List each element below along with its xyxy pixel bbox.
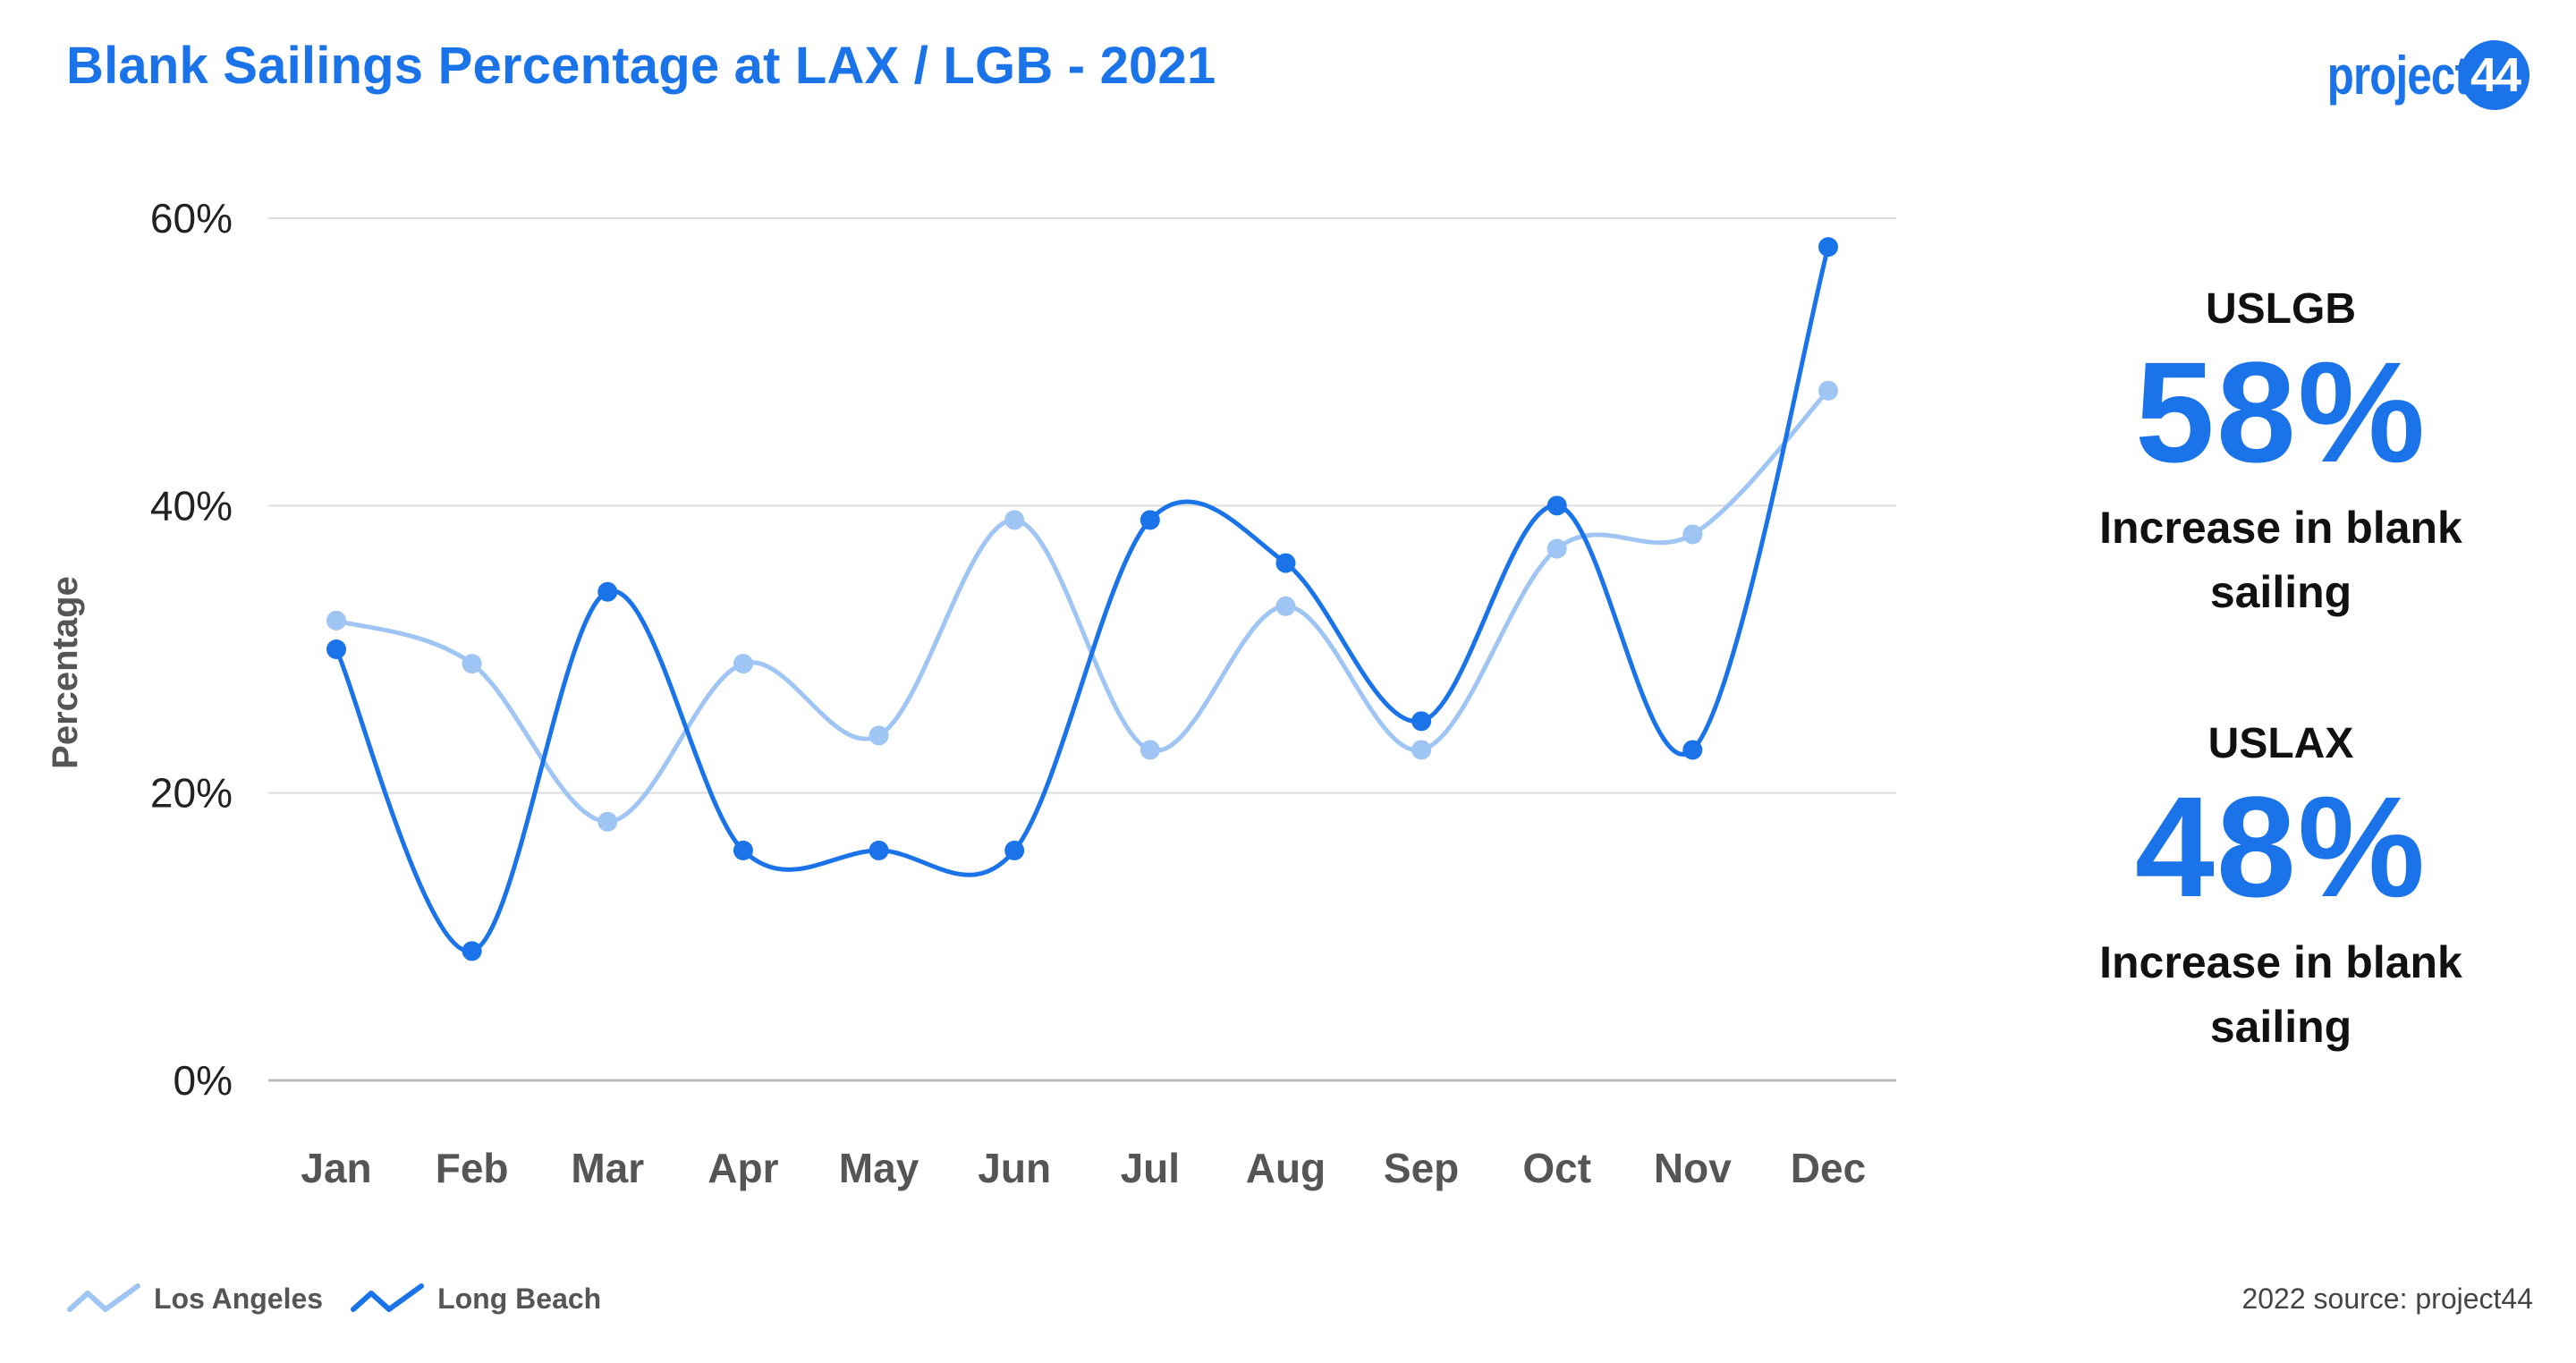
data-point-aug[interactable]	[1275, 553, 1296, 573]
stat-caption: Increase in blank sailing	[2099, 937, 2462, 1052]
x-tick-label: Nov	[1654, 1145, 1732, 1191]
x-tick-label: Mar	[571, 1145, 644, 1191]
data-point-may[interactable]	[869, 725, 889, 746]
data-point-apr[interactable]	[733, 840, 753, 860]
x-tick-label: Feb	[436, 1145, 509, 1191]
y-axis-label: Percentage	[46, 576, 85, 769]
x-tick-label: Oct	[1522, 1145, 1591, 1191]
chart-legend: Los Angeles Long Beach	[66, 1281, 628, 1316]
project44-logo: project 44	[2296, 36, 2529, 114]
chart-series	[326, 237, 1838, 961]
chart-title: Blank Sailings Percentage at LAX / LGB -…	[66, 37, 1216, 95]
logo-text: project	[2326, 45, 2470, 106]
x-tick-label: May	[839, 1145, 919, 1191]
stat-caption: Increase in blank sailing	[2099, 503, 2462, 617]
x-tick-label: Sep	[1384, 1145, 1459, 1191]
legend-item-los-angeles[interactable]: Los Angeles	[66, 1281, 323, 1316]
series-line	[334, 388, 1831, 825]
data-point-dec[interactable]	[1818, 380, 1838, 401]
legend-label: Los Angeles	[154, 1282, 324, 1315]
data-point-jun[interactable]	[1004, 510, 1025, 530]
y-tick-label: 40%	[150, 482, 233, 529]
data-point-jan[interactable]	[326, 639, 346, 659]
data-point-may[interactable]	[869, 840, 889, 860]
data-point-oct[interactable]	[1546, 495, 1567, 516]
data-point-sep[interactable]	[1411, 740, 1432, 760]
logo-badge: 44	[2460, 40, 2529, 110]
data-point-mar[interactable]	[597, 581, 618, 602]
x-axis-ticks: Jan Feb Mar Apr May Jun Jul Aug Sep Oct Nov Dec	[301, 1145, 1866, 1191]
stat-value: 48%	[2134, 766, 2428, 927]
stat-code: USLGB	[2206, 285, 2356, 333]
data-point-oct[interactable]	[1546, 538, 1567, 559]
data-point-jul[interactable]	[1140, 740, 1160, 760]
legend-line-icon	[351, 1283, 425, 1312]
legend-line-icon	[67, 1283, 140, 1312]
stat-value: 58%	[2134, 332, 2428, 492]
y-tick-label: 20%	[150, 770, 233, 817]
series-los-angeles	[326, 380, 1838, 832]
x-tick-label: Jul	[1121, 1145, 1180, 1191]
data-point-dec[interactable]	[1818, 237, 1838, 258]
data-point-mar[interactable]	[597, 811, 618, 832]
data-point-aug[interactable]	[1275, 596, 1296, 616]
stat-uslax: USLAX 48% Increase in blank sailing	[2030, 717, 2531, 1059]
x-tick-label: Dec	[1791, 1145, 1866, 1191]
x-tick-label: Jan	[301, 1145, 371, 1191]
series-long-beach	[326, 237, 1838, 961]
x-tick-label: Aug	[1246, 1145, 1326, 1191]
data-point-jul[interactable]	[1140, 510, 1160, 530]
y-tick-label: 60%	[150, 195, 233, 241]
stat-code: USLAX	[2207, 720, 2354, 767]
y-axis-ticks: 0% 20% 40% 60%	[150, 195, 233, 1104]
stat-uslgb: USLGB 58% Increase in blank sailing	[2030, 283, 2531, 624]
legend-item-long-beach[interactable]: Long Beach	[350, 1281, 601, 1316]
x-tick-label: Jun	[978, 1145, 1051, 1191]
data-point-sep[interactable]	[1411, 711, 1432, 732]
x-tick-label: Apr	[708, 1145, 778, 1191]
series-line	[334, 244, 1831, 953]
y-tick-label: 0%	[174, 1057, 233, 1104]
data-point-apr[interactable]	[733, 654, 753, 674]
data-point-jan[interactable]	[326, 610, 346, 631]
legend-label: Long Beach	[437, 1282, 602, 1315]
data-point-jun[interactable]	[1004, 840, 1025, 860]
data-point-nov[interactable]	[1682, 524, 1703, 545]
source-note: 2022 source: project44	[2241, 1283, 2533, 1315]
data-point-nov[interactable]	[1682, 740, 1703, 760]
data-point-feb[interactable]	[462, 654, 482, 674]
data-point-feb[interactable]	[462, 941, 482, 961]
chart-gridlines	[268, 217, 1896, 1082]
